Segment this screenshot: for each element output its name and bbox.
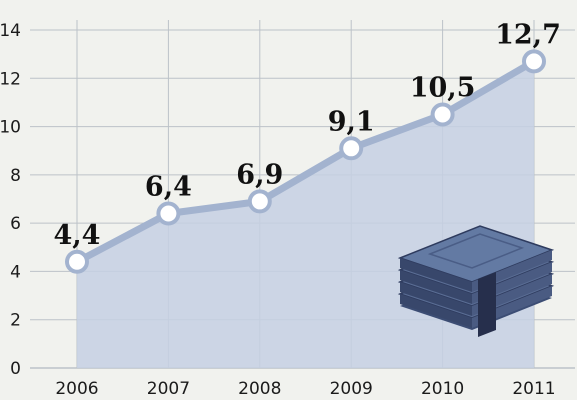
x-tick-label-2007: 2007 [147,379,190,399]
banknote-stack-icon [397,225,555,337]
series-marker-layer [65,49,546,274]
x-axis-tick-labels: 2006 2007 2008 2009 2010 2011 [55,379,555,399]
data-point-2009 [339,136,364,161]
x-tick-label-2006: 2006 [55,379,98,399]
y-tick-label-8: 8 [10,166,21,186]
y-tick-label-0: 0 [10,359,21,379]
data-point-2006 [65,249,89,274]
series-line-layer [75,58,536,265]
data-label-2010: 10,5 [410,73,476,104]
x-tick-label-2010: 2010 [421,379,464,399]
y-tick-label-10: 10 [0,118,21,138]
data-label-2006: 4,4 [54,220,101,251]
y-tick-label-14: 14 [0,21,21,41]
data-label-2007: 6,4 [145,171,192,202]
data-point-2010 [430,102,455,127]
x-tick-label-2009: 2009 [330,379,373,399]
series-line [75,58,536,265]
data-label-2009: 9,1 [328,106,375,137]
data-point-2008 [247,189,272,214]
y-tick-label-2: 2 [10,311,21,331]
data-point-2007 [156,201,181,226]
y-tick-label-12: 12 [0,69,21,89]
y-tick-label-4: 4 [10,262,21,282]
y-tick-label-6: 6 [10,214,21,234]
x-tick-label-2011: 2011 [512,379,555,399]
y-axis-tick-labels: 0 2 4 6 8 10 12 14 [0,21,21,379]
data-labels: 4,4 6,4 6,9 9,1 10,5 12,7 [54,19,561,250]
money-band [478,272,496,337]
data-point-2011 [522,49,546,74]
data-label-2011: 12,7 [495,19,561,50]
x-tick-label-2008: 2008 [238,379,281,399]
data-label-2008: 6,9 [236,159,283,190]
